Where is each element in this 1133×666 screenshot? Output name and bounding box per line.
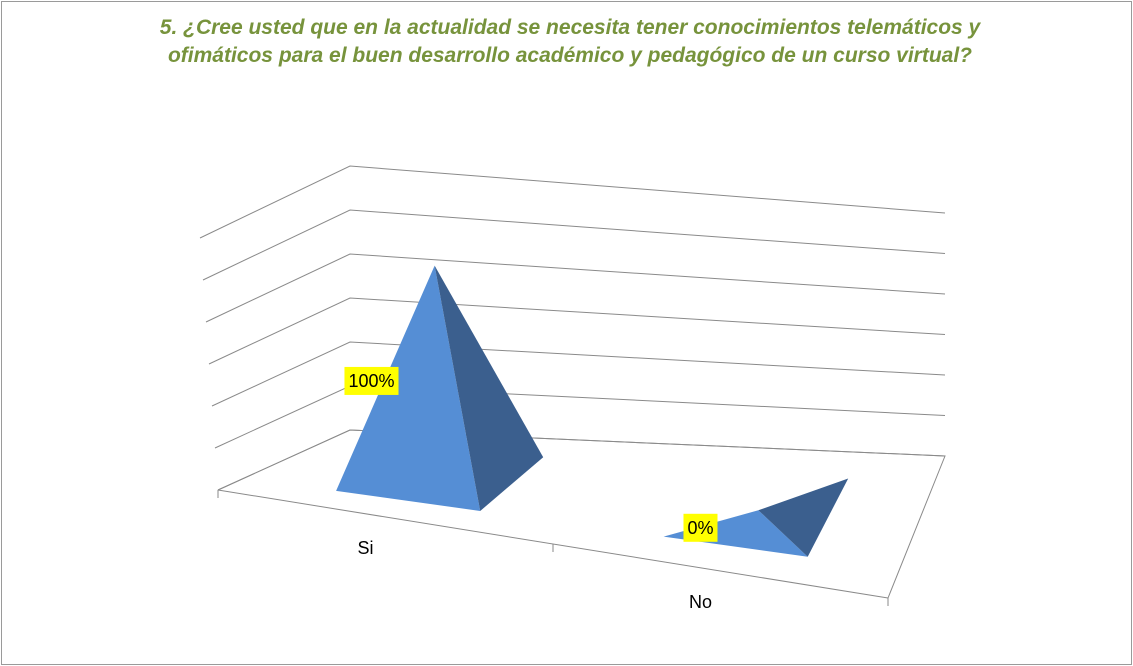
x-tick-label: Si [357,538,373,558]
grid-line [217,429,946,491]
x-tick-label: No [689,592,712,612]
data-label: 100% [344,366,399,395]
pyramid-side-face [434,265,544,511]
pyramid-front-face [663,510,808,557]
data-label-text: 100% [348,371,394,391]
pyramid [336,265,544,511]
data-label: 0% [683,513,718,542]
pyramid-side-face [758,478,849,557]
pyramid [663,478,849,557]
grid-line [208,297,946,365]
grid-line [214,385,946,449]
floor [217,429,946,599]
data-label-box [683,513,718,542]
pyramid-front-face [336,265,481,511]
grid-line [205,253,946,323]
data-label-text: 0% [687,518,713,538]
grid-line [202,209,946,281]
chart-title: 5. ¿Cree usted que en la actualidad se n… [159,16,981,67]
data-label-box [344,366,399,395]
grid-line [199,165,946,239]
grid-line [211,341,946,407]
